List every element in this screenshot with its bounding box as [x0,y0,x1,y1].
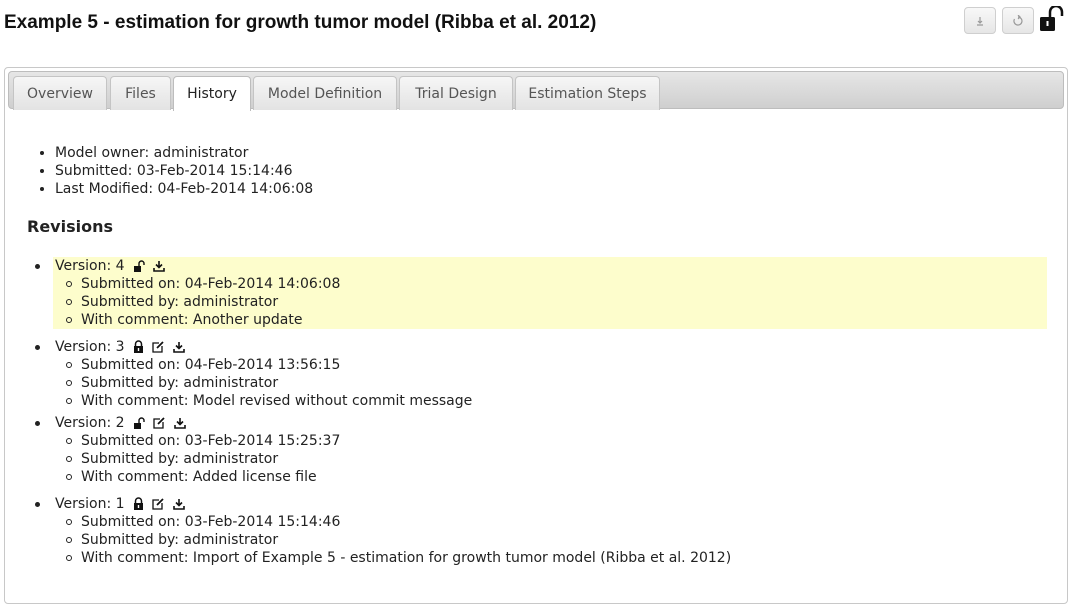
revision-submitted-by: Submitted by: administrator [66,450,1047,468]
page-title: Example 5 - estimation for growth tumor … [4,12,597,33]
unlocked-icon[interactable] [133,260,145,272]
submitted-date: Submitted: 03-Feb-2014 15:14:46 [55,162,313,180]
revision-version: Version: 2 [55,415,125,431]
tab-model-definition[interactable]: Model Definition [253,76,397,110]
revision-item: Version: 4 Submitted on: 04-Feb-2014 14:… [35,257,1047,329]
revision-submitted-on: Submitted on: 03-Feb-2014 15:14:46 [66,513,1047,531]
revision-item: Version: 1 Submitted on: 03-Feb-2014 15:… [35,495,1047,567]
revision-version: Version: 1 [55,496,125,512]
tab-history[interactable]: History [173,76,251,111]
revision-header: Version: 4 [35,257,1047,275]
revision-submitted-on: Submitted on: 03-Feb-2014 15:25:37 [66,432,1047,450]
revisions-heading: Revisions [27,217,113,236]
edit-icon[interactable] [153,417,166,429]
download-icon[interactable] [173,341,185,353]
page-header: Example 5 - estimation for growth tumor … [0,0,1080,60]
unlocked-padlock-icon[interactable] [1040,6,1064,32]
tab-trial-design[interactable]: Trial Design [399,76,513,110]
revision-comment: With comment: Added license file [66,468,1047,486]
revision-header: Version: 1 [35,495,1047,513]
revision-version: Version: 4 [55,258,125,274]
revision-comment: With comment: Another update [66,311,1047,329]
download-icon [977,16,983,26]
revision-item: Version: 2 Submitted on: 03-Feb-2014 15:… [35,414,1047,486]
locked-icon[interactable] [133,497,144,510]
revision-header: Version: 3 [35,338,1047,356]
tab-files[interactable]: Files [110,76,171,110]
locked-icon[interactable] [133,340,144,353]
download-icon[interactable] [174,417,186,429]
unlocked-icon[interactable] [133,417,145,429]
sync-button[interactable] [1002,7,1034,34]
revision-item: Version: 3 Submitted on: 04-Feb-2014 13:… [35,338,1047,410]
tab-overview[interactable]: Overview [13,76,107,110]
revision-comment: With comment: Model revised without comm… [66,392,1047,410]
download-icon[interactable] [173,498,185,510]
tab-estimation-steps[interactable]: Estimation Steps [515,76,660,110]
last-modified-date: Last Modified: 04-Feb-2014 14:06:08 [55,180,313,198]
download-icon[interactable] [153,260,166,272]
model-panel: Overview Files History Model Definition … [4,67,1068,604]
revision-submitted-by: Submitted by: administrator [66,293,1047,311]
revision-header: Version: 2 [35,414,1047,432]
model-owner: Model owner: administrator [55,144,313,162]
tab-bar: Overview Files History Model Definition … [8,71,1064,111]
revision-submitted-on: Submitted on: 04-Feb-2014 14:06:08 [66,275,1047,293]
revision-version: Version: 3 [55,339,125,355]
model-metadata-list: Model owner: administrator Submitted: 03… [33,144,313,198]
revision-comment: With comment: Import of Example 5 - esti… [66,549,1047,567]
edit-icon[interactable] [152,341,165,353]
revision-submitted-on: Submitted on: 04-Feb-2014 13:56:15 [66,356,1047,374]
download-button[interactable] [964,7,996,34]
revision-submitted-by: Submitted by: administrator [66,531,1047,549]
sync-icon [1013,14,1023,26]
edit-icon[interactable] [152,498,165,510]
revision-submitted-by: Submitted by: administrator [66,374,1047,392]
